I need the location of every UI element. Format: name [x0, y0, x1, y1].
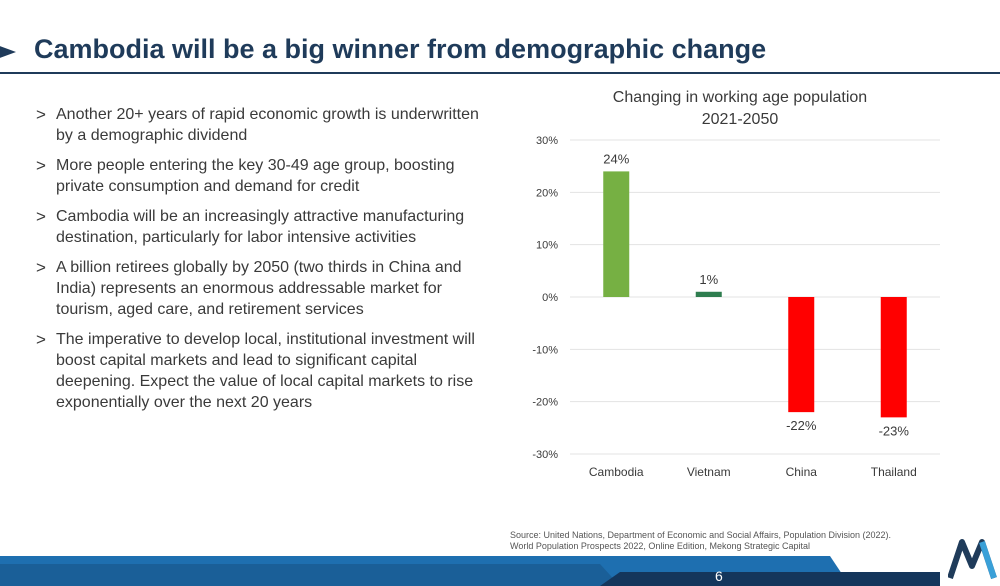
source-note: Source: United Nations, Department of Ec…	[510, 530, 892, 551]
company-logo	[948, 539, 997, 579]
bullet-text: The imperative to develop local, institu…	[56, 331, 475, 411]
bullet-text: Another 20+ years of rapid economic grow…	[56, 106, 479, 144]
chevron-right-icon: >	[36, 258, 46, 277]
x-tick-label: Vietnam	[687, 465, 731, 479]
chart-title: Changing in working age population	[613, 89, 867, 106]
header-arrow-icon	[0, 46, 16, 58]
bullet-item: > The imperative to develop local, instit…	[36, 329, 496, 413]
bar-cambodia	[603, 171, 630, 297]
chevron-right-icon: >	[36, 105, 46, 124]
bar-vietnam	[695, 291, 722, 297]
bar-thailand	[880, 297, 907, 418]
data-label: -23%	[879, 423, 910, 438]
bullet-item: > Another 20+ years of rapid economic gro…	[36, 104, 496, 146]
y-tick-label: -30%	[532, 449, 558, 461]
y-tick-label: 0%	[542, 292, 558, 304]
chevron-right-icon: >	[36, 156, 46, 175]
y-tick-label: -20%	[532, 397, 558, 409]
chevron-right-icon: >	[36, 330, 46, 349]
bullet-text: Cambodia will be an increasingly attract…	[56, 208, 465, 246]
y-tick-label: 20%	[536, 187, 558, 199]
title-divider	[0, 72, 1000, 74]
chevron-right-icon: >	[36, 207, 46, 226]
data-label: 24%	[603, 151, 629, 166]
chart-subtitle: 2021-2050	[702, 111, 779, 128]
y-tick-label: -10%	[532, 344, 558, 356]
y-tick-label: 10%	[536, 240, 558, 252]
bullet-text: More people entering the key 30-49 age g…	[56, 157, 455, 195]
bullet-text: A billion retirees globally by 2050 (two…	[56, 259, 462, 318]
data-label: 1%	[699, 272, 718, 287]
x-tick-label: Thailand	[871, 465, 917, 479]
bullet-list: > Another 20+ years of rapid economic gro…	[36, 104, 496, 422]
bullet-item: > More people entering the key 30-49 age …	[36, 155, 496, 197]
footer-band	[0, 556, 940, 586]
bullet-item: > A billion retirees globally by 2050 (tw…	[36, 257, 496, 320]
bar-china	[788, 297, 815, 413]
data-label: -22%	[786, 418, 817, 433]
chart-svg: Changing in working age population 2021-…	[532, 89, 940, 479]
working-age-chart: Changing in working age population 2021-…	[500, 82, 1000, 522]
bullet-item: > Cambodia will be an increasingly attrac…	[36, 206, 496, 248]
y-tick-label: 30%	[536, 135, 558, 147]
x-tick-label: China	[786, 465, 818, 479]
page-number: 6	[715, 568, 723, 584]
x-tick-label: Cambodia	[589, 465, 644, 479]
page-title: Cambodia will be a big winner from demog…	[34, 34, 767, 64]
